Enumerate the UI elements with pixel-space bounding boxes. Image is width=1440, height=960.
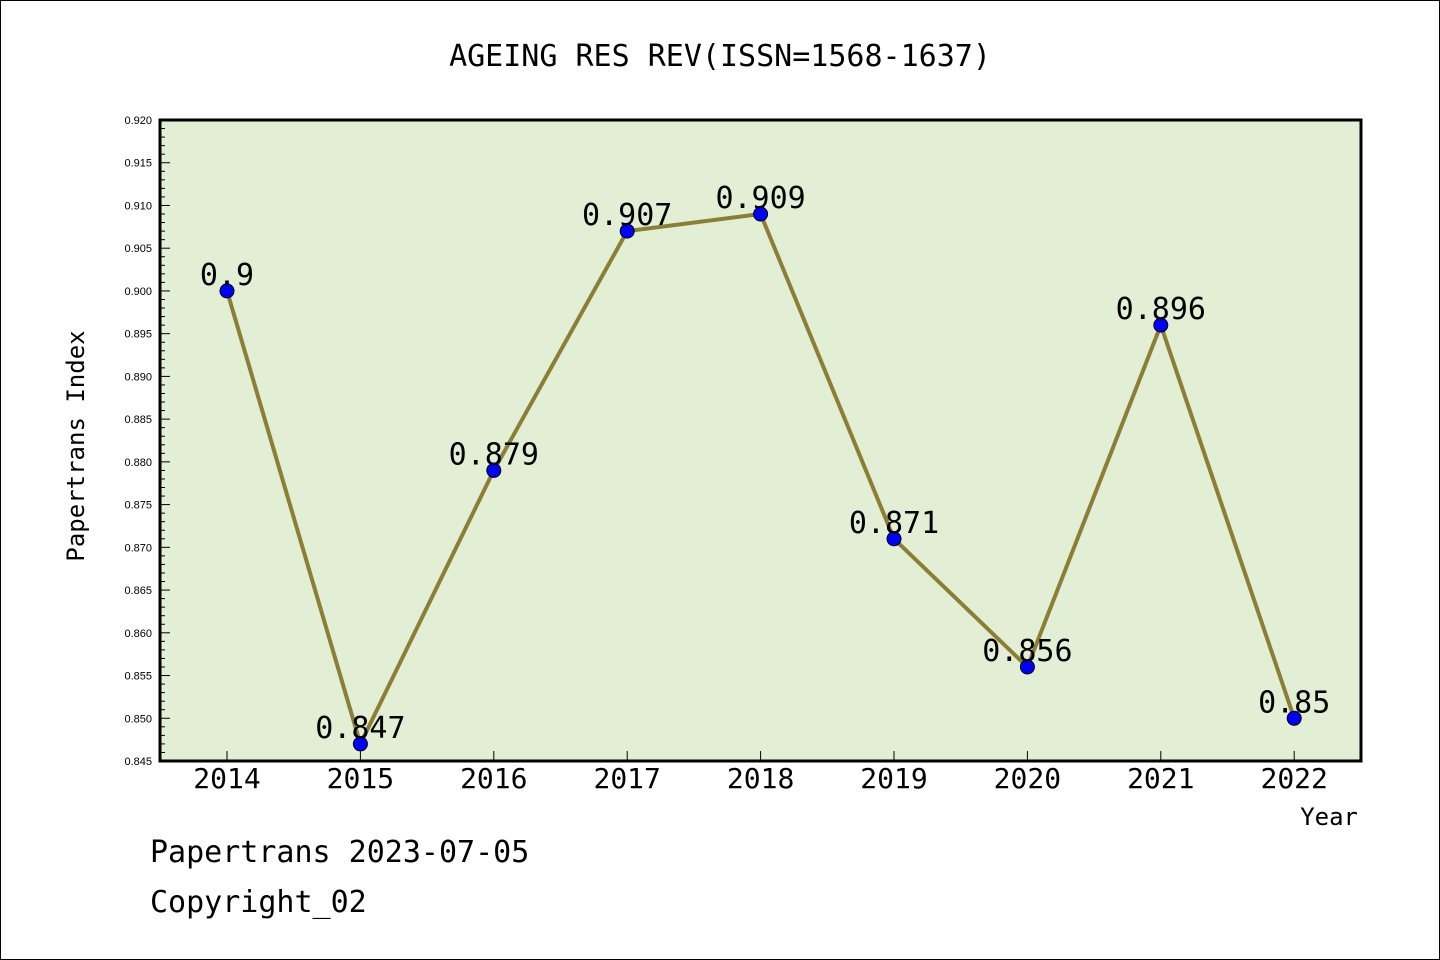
- y-axis-label: Papertrans Index: [62, 330, 90, 561]
- y-tick-label: 0.865: [124, 585, 152, 597]
- data-labels: 0.9 0.847 0.879 0.907 0.909 0.871 0.856 0.896 0.…: [200, 181, 1330, 746]
- data-point: [1153, 317, 1169, 333]
- x-tick-label: 2016: [460, 762, 527, 795]
- data-point: [219, 283, 235, 299]
- axis-ticks: [160, 119, 1295, 762]
- y-tick-label: 0.905: [124, 243, 152, 255]
- data-point: [886, 531, 902, 547]
- x-tick-label: 2022: [1260, 762, 1327, 795]
- x-tick-label: 2014: [193, 762, 260, 795]
- y-tick-label: 0.895: [124, 329, 152, 341]
- y-tick-label: 0.920: [124, 115, 152, 127]
- data-label: 0.879: [449, 437, 539, 472]
- data-label: 0.909: [715, 181, 805, 216]
- chart-title: AGEING RES REV(ISSN=1568-1637): [449, 39, 991, 74]
- y-tick-label: 0.860: [124, 628, 152, 640]
- y-tick-label: 0.875: [124, 500, 152, 512]
- y-tick-label: 0.900: [124, 286, 152, 298]
- data-label: 0.85: [1258, 685, 1330, 720]
- y-tick-label: 0.855: [124, 671, 152, 683]
- data-point: [1019, 659, 1035, 675]
- y-tick-label: 0.910: [124, 200, 152, 212]
- y-tick-label: 0.850: [124, 713, 152, 725]
- x-axis-label: Year: [1300, 803, 1358, 831]
- data-label: 0.896: [1116, 292, 1206, 327]
- data-label: 0.847: [315, 711, 405, 746]
- data-point: [352, 736, 368, 752]
- data-point: [753, 206, 769, 222]
- y-tick-label: 0.885: [124, 414, 152, 426]
- data-point: [486, 462, 502, 478]
- y-tick-label: 0.915: [124, 158, 152, 170]
- data-label: 0.9: [200, 258, 254, 293]
- footer-copyright: Copyright_02: [150, 885, 367, 920]
- y-tick-label: 0.880: [124, 457, 152, 469]
- series-group: [219, 206, 1302, 752]
- y-tick-label: 0.845: [124, 756, 152, 768]
- plot-area: [158, 118, 1363, 763]
- y-tick-label: 0.870: [124, 542, 152, 554]
- y-tick-labels: 0.845 0.850 0.855 0.860 0.865 0.870 0.875 0.880…: [124, 115, 152, 768]
- data-point: [619, 223, 635, 239]
- x-tick-label: 2015: [327, 762, 394, 795]
- x-tick-label: 2018: [727, 762, 794, 795]
- data-label: 0.907: [582, 198, 672, 233]
- data-label: 0.856: [982, 634, 1072, 669]
- x-tick-label: 2017: [593, 762, 660, 795]
- x-tick-label: 2021: [1127, 762, 1194, 795]
- x-tick-label: 2020: [994, 762, 1061, 795]
- data-label: 0.871: [849, 506, 939, 541]
- x-tick-label: 2019: [860, 762, 927, 795]
- data-point: [1286, 710, 1302, 726]
- x-tick-labels: 2014 2015 2016 2017 2018 2019 2020 2021 2022: [193, 762, 1328, 795]
- y-tick-label: 0.890: [124, 371, 152, 383]
- footer-date: Papertrans 2023-07-05: [150, 835, 530, 870]
